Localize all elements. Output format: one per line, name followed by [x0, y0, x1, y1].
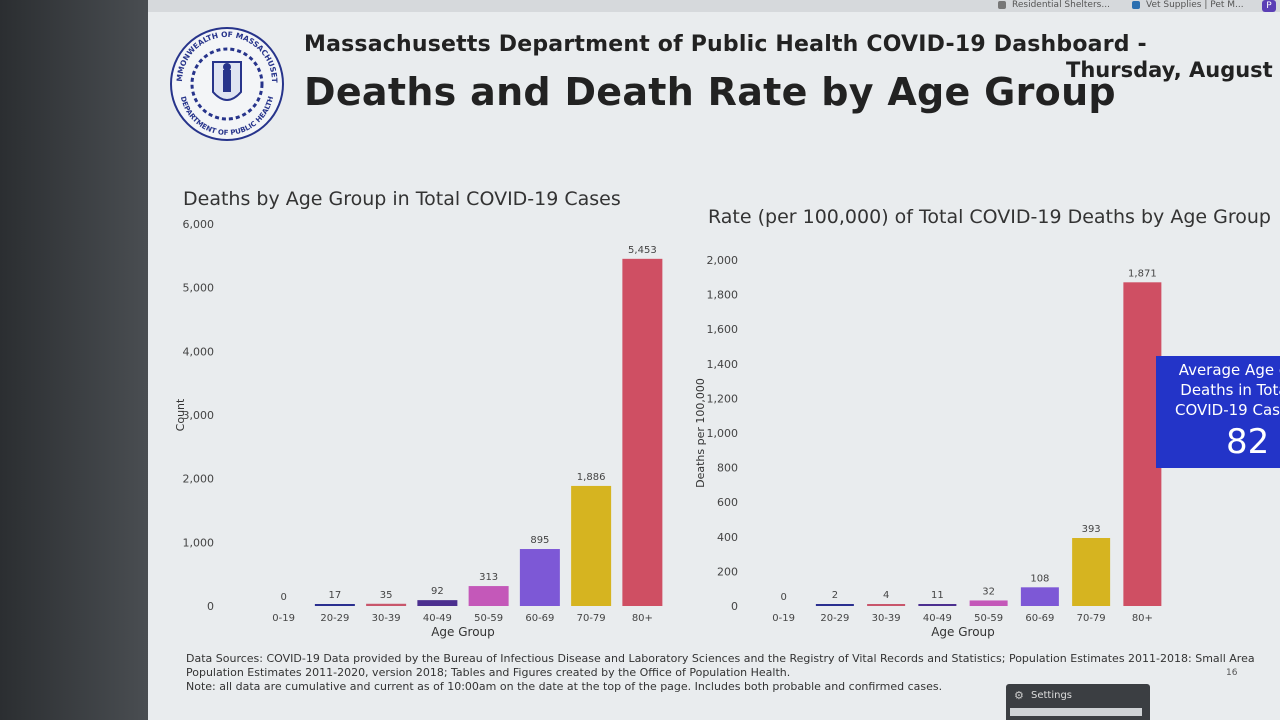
bar-value-label: 2 — [832, 590, 838, 601]
y-tick-label: 800 — [717, 462, 738, 475]
death-rate-chart: 0 200 400 600 800 1,000 1,200 1,400 1,600 1,800 2,… — [148, 0, 1280, 720]
gear-icon: ⚙ — [1014, 689, 1024, 702]
settings-popup[interactable]: ⚙ Settings — [1006, 684, 1150, 720]
bar-value-label: 11 — [931, 590, 944, 601]
bar — [970, 600, 1008, 606]
bar-value-label: 393 — [1082, 524, 1101, 535]
average-age-label: Average Age of Deaths in Total COVID-19 … — [1166, 360, 1280, 420]
y-tick-label: 2,000 — [707, 254, 739, 267]
x-axis-label: Age Group — [931, 625, 995, 639]
x-tick-label: 50-59 — [974, 613, 1003, 624]
x-tick-label: 20-29 — [820, 613, 849, 624]
bar — [816, 604, 854, 606]
dashboard-screen: Residential Shelters... Vet Supplies | P… — [148, 0, 1280, 720]
bar-value-label: 108 — [1030, 573, 1049, 584]
y-tick-label: 200 — [717, 565, 738, 578]
x-tick-label: 0-19 — [772, 613, 795, 624]
bar — [918, 604, 956, 606]
monitor-bezel — [0, 0, 150, 720]
x-tick-label: 60-69 — [1025, 613, 1054, 624]
bar — [867, 604, 905, 606]
x-tick-label: 40-49 — [923, 613, 952, 624]
bar-value-label: 0 — [780, 592, 786, 603]
y-tick-label: 1,600 — [707, 323, 739, 336]
data-sources-text: Data Sources: COVID-19 Data provided by … — [186, 652, 1280, 680]
x-tick-label: 70-79 — [1077, 613, 1106, 624]
average-age-value: 82 — [1226, 422, 1269, 462]
bar-value-label: 1,871 — [1128, 268, 1157, 279]
y-tick-label: 0 — [731, 600, 738, 613]
average-age-card: Average Age of Deaths in Total COVID-19 … — [1156, 356, 1280, 468]
bar-value-label: 4 — [883, 590, 889, 601]
settings-label: Settings — [1031, 690, 1072, 701]
y-tick-label: 1,800 — [707, 289, 739, 302]
y-tick-label: 600 — [717, 496, 738, 509]
y-tick-label: 1,000 — [707, 427, 739, 440]
y-axis-label: Deaths per 100,000 — [694, 378, 707, 488]
x-tick-label: 30-39 — [872, 613, 901, 624]
bar-value-label: 32 — [982, 586, 995, 597]
settings-popup-bar — [1010, 708, 1142, 716]
y-tick-label: 1,400 — [707, 358, 739, 371]
y-tick-label: 1,200 — [707, 392, 739, 405]
y-tick-label: 400 — [717, 531, 738, 544]
x-tick-label: 80+ — [1132, 613, 1153, 624]
bar — [1072, 538, 1110, 606]
bar — [1021, 587, 1059, 606]
page-number: 16 — [1226, 668, 1237, 678]
